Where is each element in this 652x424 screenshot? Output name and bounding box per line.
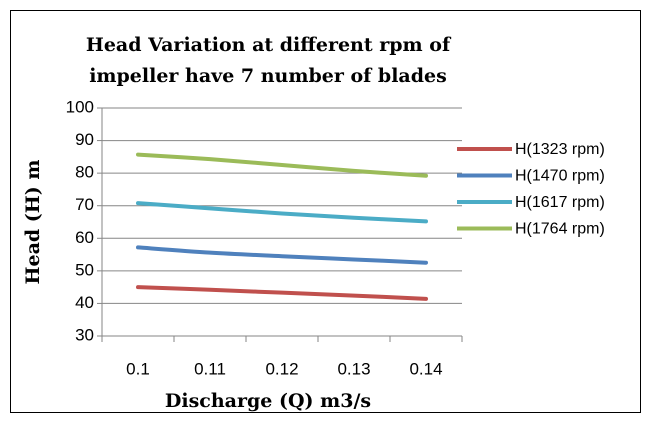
y-tick-label: 40 bbox=[75, 293, 94, 312]
y-tick-label: 90 bbox=[75, 130, 94, 149]
y-tick-label: 30 bbox=[75, 325, 94, 344]
series-line bbox=[136, 152, 428, 178]
x-axis-label: Discharge (Q) m3/s bbox=[165, 390, 371, 412]
y-tick-label: 100 bbox=[66, 97, 94, 116]
chart-title: Head Variation at different rpm of bbox=[86, 34, 452, 56]
series-line bbox=[136, 201, 428, 224]
y-tick-label: 60 bbox=[75, 228, 94, 247]
legend-label: H(1323 rpm) bbox=[515, 141, 605, 158]
y-tick-label: 50 bbox=[75, 260, 94, 279]
chart-title: impeller have 7 number of blades bbox=[89, 65, 447, 87]
x-tick-label: 0.13 bbox=[337, 359, 370, 378]
legend-label: H(1470 rpm) bbox=[515, 168, 605, 185]
x-tick-label: 0.12 bbox=[265, 359, 298, 378]
y-tick-label: 80 bbox=[75, 163, 94, 182]
x-tick-label: 0.11 bbox=[194, 359, 226, 378]
x-tick-label: 0.14 bbox=[409, 359, 442, 378]
chart-border bbox=[10, 10, 641, 413]
series-line bbox=[136, 245, 428, 265]
y-axis-label: Head (H) m bbox=[22, 160, 44, 285]
y-tick-label: 70 bbox=[75, 195, 94, 214]
legend-label: H(1764 rpm) bbox=[515, 221, 605, 238]
series-line bbox=[136, 285, 428, 301]
x-tick-label: 0.1 bbox=[126, 359, 150, 378]
legend-label: H(1617 rpm) bbox=[515, 194, 605, 211]
